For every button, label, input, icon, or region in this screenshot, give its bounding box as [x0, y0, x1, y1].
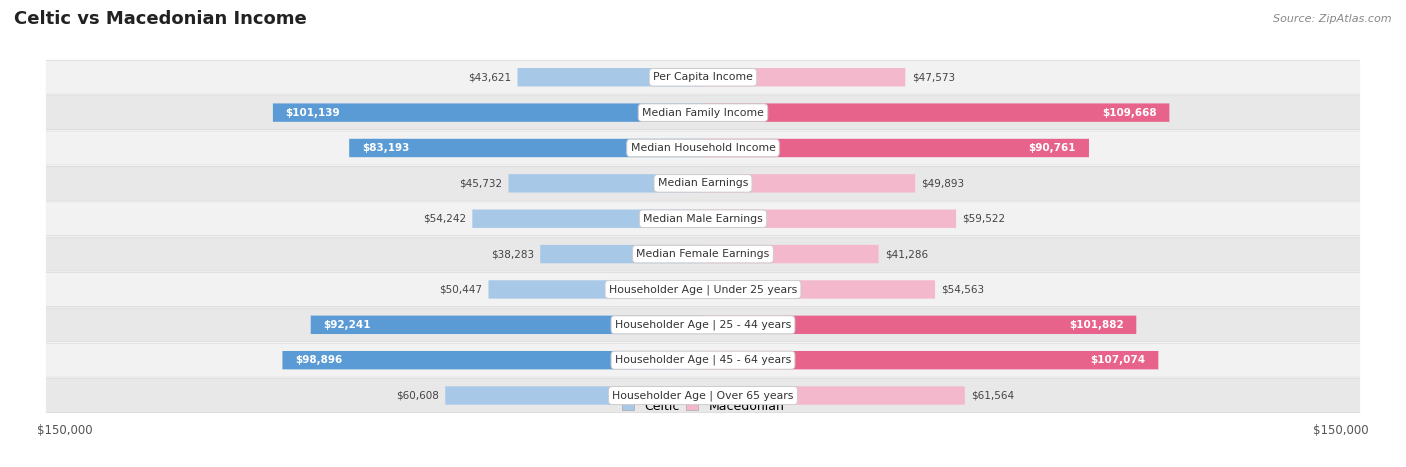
Text: $92,241: $92,241: [323, 320, 371, 330]
Text: Householder Age | 25 - 44 years: Householder Age | 25 - 44 years: [614, 319, 792, 330]
FancyBboxPatch shape: [509, 174, 703, 192]
Text: $38,283: $38,283: [491, 249, 534, 259]
FancyBboxPatch shape: [46, 61, 1360, 94]
FancyBboxPatch shape: [46, 307, 1360, 342]
FancyBboxPatch shape: [703, 103, 1170, 122]
FancyBboxPatch shape: [46, 273, 1360, 306]
FancyBboxPatch shape: [703, 386, 965, 405]
FancyBboxPatch shape: [703, 245, 879, 263]
FancyBboxPatch shape: [703, 351, 1159, 369]
Text: $47,573: $47,573: [911, 72, 955, 82]
Text: Householder Age | Under 25 years: Householder Age | Under 25 years: [609, 284, 797, 295]
FancyBboxPatch shape: [46, 166, 1360, 201]
FancyBboxPatch shape: [46, 167, 1360, 200]
FancyBboxPatch shape: [703, 316, 1136, 334]
FancyBboxPatch shape: [46, 237, 1360, 271]
Text: Celtic vs Macedonian Income: Celtic vs Macedonian Income: [14, 10, 307, 28]
FancyBboxPatch shape: [311, 316, 703, 334]
FancyBboxPatch shape: [703, 68, 905, 86]
FancyBboxPatch shape: [703, 210, 956, 228]
Text: $60,608: $60,608: [396, 390, 439, 401]
Text: $90,761: $90,761: [1029, 143, 1076, 153]
Text: $101,882: $101,882: [1069, 320, 1123, 330]
Text: $109,668: $109,668: [1102, 107, 1157, 118]
Text: Median Family Income: Median Family Income: [643, 107, 763, 118]
Text: Per Capita Income: Per Capita Income: [652, 72, 754, 82]
FancyBboxPatch shape: [517, 68, 703, 86]
Text: $98,896: $98,896: [295, 355, 343, 365]
Text: Householder Age | Over 65 years: Householder Age | Over 65 years: [612, 390, 794, 401]
FancyBboxPatch shape: [46, 344, 1360, 377]
Text: Median Male Earnings: Median Male Earnings: [643, 214, 763, 224]
FancyBboxPatch shape: [46, 379, 1360, 412]
FancyBboxPatch shape: [46, 95, 1360, 130]
FancyBboxPatch shape: [349, 139, 703, 157]
FancyBboxPatch shape: [283, 351, 703, 369]
Text: Median Household Income: Median Household Income: [630, 143, 776, 153]
Text: Median Earnings: Median Earnings: [658, 178, 748, 188]
FancyBboxPatch shape: [46, 201, 1360, 236]
FancyBboxPatch shape: [46, 96, 1360, 129]
FancyBboxPatch shape: [46, 131, 1360, 164]
FancyBboxPatch shape: [46, 378, 1360, 413]
FancyBboxPatch shape: [46, 131, 1360, 165]
FancyBboxPatch shape: [46, 308, 1360, 341]
Text: Source: ZipAtlas.com: Source: ZipAtlas.com: [1274, 14, 1392, 24]
FancyBboxPatch shape: [46, 202, 1360, 235]
FancyBboxPatch shape: [446, 386, 703, 405]
Legend: Celtic, Macedonian: Celtic, Macedonian: [617, 395, 789, 417]
FancyBboxPatch shape: [703, 139, 1090, 157]
Text: $61,564: $61,564: [972, 390, 1014, 401]
Text: $59,522: $59,522: [963, 214, 1005, 224]
FancyBboxPatch shape: [46, 343, 1360, 377]
Text: $107,074: $107,074: [1091, 355, 1146, 365]
Text: $41,286: $41,286: [884, 249, 928, 259]
FancyBboxPatch shape: [703, 174, 915, 192]
Text: $101,139: $101,139: [285, 107, 340, 118]
Text: $54,242: $54,242: [423, 214, 465, 224]
FancyBboxPatch shape: [273, 103, 703, 122]
Text: $49,893: $49,893: [921, 178, 965, 188]
Text: $43,621: $43,621: [468, 72, 512, 82]
Text: $54,563: $54,563: [942, 284, 984, 295]
Text: $45,732: $45,732: [458, 178, 502, 188]
FancyBboxPatch shape: [46, 272, 1360, 307]
Text: $50,447: $50,447: [439, 284, 482, 295]
Text: $83,193: $83,193: [361, 143, 409, 153]
FancyBboxPatch shape: [46, 60, 1360, 95]
FancyBboxPatch shape: [472, 210, 703, 228]
FancyBboxPatch shape: [488, 280, 703, 298]
FancyBboxPatch shape: [703, 280, 935, 298]
FancyBboxPatch shape: [46, 237, 1360, 271]
Text: Median Female Earnings: Median Female Earnings: [637, 249, 769, 259]
Text: Householder Age | 45 - 64 years: Householder Age | 45 - 64 years: [614, 355, 792, 366]
FancyBboxPatch shape: [540, 245, 703, 263]
